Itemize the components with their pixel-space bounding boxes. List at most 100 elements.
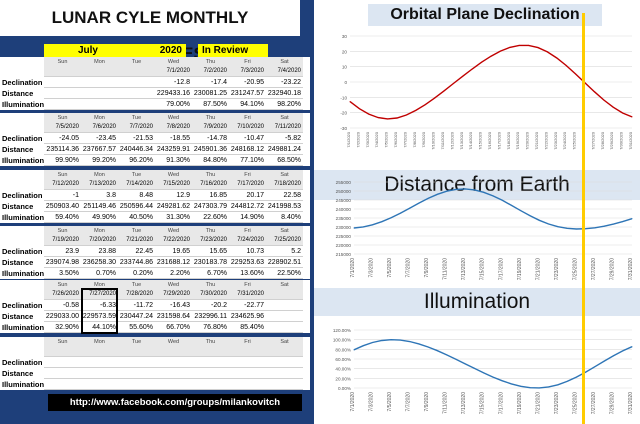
table-cell: 243259.91 bbox=[155, 146, 192, 155]
x-tick-label: 7/11/2020 bbox=[443, 392, 449, 414]
table-cell bbox=[266, 289, 303, 300]
x-tick-label: 7/25/2020 bbox=[572, 131, 577, 150]
x-tick-label: 7/13/2020 bbox=[459, 131, 464, 150]
table-cell: 240446.34 bbox=[118, 146, 155, 155]
table-cell: 31.30% bbox=[155, 212, 192, 223]
chart-title: Illumination bbox=[314, 288, 640, 316]
data-point bbox=[520, 385, 522, 387]
table-cell: 84.80% bbox=[192, 155, 229, 166]
y-tick-label: 235000 bbox=[336, 216, 352, 221]
table-cell: 55.60% bbox=[118, 322, 155, 333]
table-cell: 8.40% bbox=[266, 212, 303, 223]
table-cell: 7/5/2020 bbox=[44, 122, 81, 133]
table-cell: 7/17/2020 bbox=[229, 179, 266, 190]
data-point bbox=[622, 350, 624, 352]
x-tick-label: 7/27/2020 bbox=[590, 131, 595, 150]
day-header-row: Sun Mon Tue Wed Thu Fri Sat bbox=[0, 170, 310, 181]
table-row-illumination: Illumination 32.90% 44.10% 55.60% 66.70% 76.8… bbox=[0, 322, 310, 333]
week-table-6: Sun Mon Tue Wed Thu Fri Sat Declination Distance… bbox=[0, 337, 310, 390]
table-cell: 87.50% bbox=[192, 99, 229, 110]
facebook-link[interactable]: http://www.facebook.com/groups/milankovi… bbox=[48, 394, 302, 411]
table-cell bbox=[266, 346, 303, 357]
chart-panel-1: Orbital Plane Declination 30 20 10 0 -10 -20 -3… bbox=[314, 0, 640, 170]
data-point bbox=[427, 346, 429, 348]
data-point bbox=[372, 342, 374, 344]
table-cell: 22.60% bbox=[192, 212, 229, 223]
x-tick-label: 7/14/2020 bbox=[468, 131, 473, 150]
data-point bbox=[501, 380, 503, 382]
table-cell bbox=[44, 368, 81, 379]
y-tick-label: 20 bbox=[342, 49, 348, 54]
table-cell bbox=[266, 357, 303, 368]
line-chart: 30 20 10 0 -10 -20 -307/1/2020 7/2/2020 7/3/2020… bbox=[340, 34, 633, 150]
x-tick-label: 7/18/2020 bbox=[506, 131, 511, 150]
table-cell: 245901.36 bbox=[192, 146, 229, 155]
table-cell: 77.10% bbox=[229, 155, 266, 166]
x-tick-label: 7/31/2020 bbox=[628, 258, 634, 280]
data-point bbox=[473, 189, 475, 191]
data-point bbox=[529, 215, 531, 217]
table-row-declination: Declination -24.05 -23.45 -21.53 -18.55 -14.7… bbox=[0, 133, 310, 144]
table-cell: 7/4/2020 bbox=[266, 66, 303, 77]
status-badge: In Review bbox=[198, 44, 268, 58]
table-cell bbox=[44, 346, 81, 357]
table-cell: 76.80% bbox=[192, 322, 229, 333]
data-point bbox=[424, 104, 426, 106]
data-point bbox=[612, 355, 614, 357]
table-cell bbox=[118, 99, 155, 110]
table-cell: -6.33 bbox=[81, 300, 118, 311]
y-tick-label: 120.00% bbox=[333, 328, 351, 333]
table-cell: -21.53 bbox=[118, 133, 155, 144]
table-row-distance: Distance 250903.40 251149.46 250596.44 24928… bbox=[0, 201, 310, 212]
table-cell: 99.20% bbox=[81, 155, 118, 166]
data-point bbox=[566, 380, 568, 382]
table-cell: 20.17 bbox=[229, 190, 266, 201]
y-tick-label: 60.00% bbox=[335, 357, 351, 362]
y-tick-label: 215000 bbox=[336, 252, 352, 257]
chart-title: Distance from Earth bbox=[314, 170, 640, 200]
y-tick-label: 20.00% bbox=[335, 376, 351, 381]
table-row-distance: Distance 229033.00 229573.59 230447.24 23159… bbox=[0, 311, 310, 322]
row-label: Declination bbox=[2, 191, 43, 200]
table-cell: -23.22 bbox=[266, 77, 303, 88]
x-tick-label: 7/3/2020 bbox=[369, 258, 375, 278]
table-row-distance: Distance 235114.36 237667.57 240446.34 24325… bbox=[0, 144, 310, 155]
data-point bbox=[436, 193, 438, 195]
table-cell: -24.05 bbox=[44, 133, 81, 144]
table-cell: 14.90% bbox=[229, 212, 266, 223]
row-label: Illumination bbox=[2, 269, 45, 278]
line-chart: 120.00% 100.00% 80.00% 60.00% 40.00% 20.00% 0.… bbox=[333, 328, 634, 414]
line-chart: 255000 250000 245000 240000 235000 230000 2250… bbox=[336, 180, 634, 280]
table-cell: 94.10% bbox=[229, 99, 266, 110]
table-cell: -11.72 bbox=[118, 300, 155, 311]
x-tick-label: 7/23/2020 bbox=[554, 392, 560, 414]
table-cell: 236258.30 bbox=[81, 259, 118, 268]
table-cell bbox=[81, 357, 118, 368]
data-point bbox=[377, 117, 379, 119]
y-tick-label: 250000 bbox=[336, 189, 352, 194]
table-cell: 7/1/2020 bbox=[155, 66, 192, 77]
table-row-illumination: Illumination 59.40% 49.90% 40.50% 31.30% 22.6… bbox=[0, 212, 310, 223]
row-label: Illumination bbox=[2, 380, 45, 389]
data-point bbox=[349, 101, 351, 103]
table-cell: 7/13/2020 bbox=[81, 179, 118, 190]
y-tick-label: 0 bbox=[344, 80, 347, 85]
data-point bbox=[499, 50, 501, 52]
table-cell bbox=[155, 368, 192, 379]
data-point bbox=[452, 83, 454, 85]
x-tick-label: 7/20/2020 bbox=[525, 131, 530, 150]
data-point bbox=[593, 91, 595, 93]
table-cell: 247303.79 bbox=[192, 203, 229, 212]
data-point bbox=[537, 47, 539, 49]
data-point bbox=[575, 228, 577, 230]
x-tick-label: 7/27/2020 bbox=[591, 258, 597, 280]
data-point bbox=[436, 350, 438, 352]
table-cell: 32.90% bbox=[44, 322, 81, 333]
x-tick-label: 7/21/2020 bbox=[534, 131, 539, 150]
table-cell bbox=[118, 368, 155, 379]
page-title: LUNAR CYLE MONTHLY PROPERTIES bbox=[0, 0, 300, 63]
data-point bbox=[390, 339, 392, 341]
table-row-declination: Declination -1 3.8 8.48 12.9 16.85 20.17 22.58 bbox=[0, 190, 310, 201]
x-tick-label: 7/19/2020 bbox=[517, 392, 523, 414]
table-cell: 96.20% bbox=[118, 155, 155, 166]
